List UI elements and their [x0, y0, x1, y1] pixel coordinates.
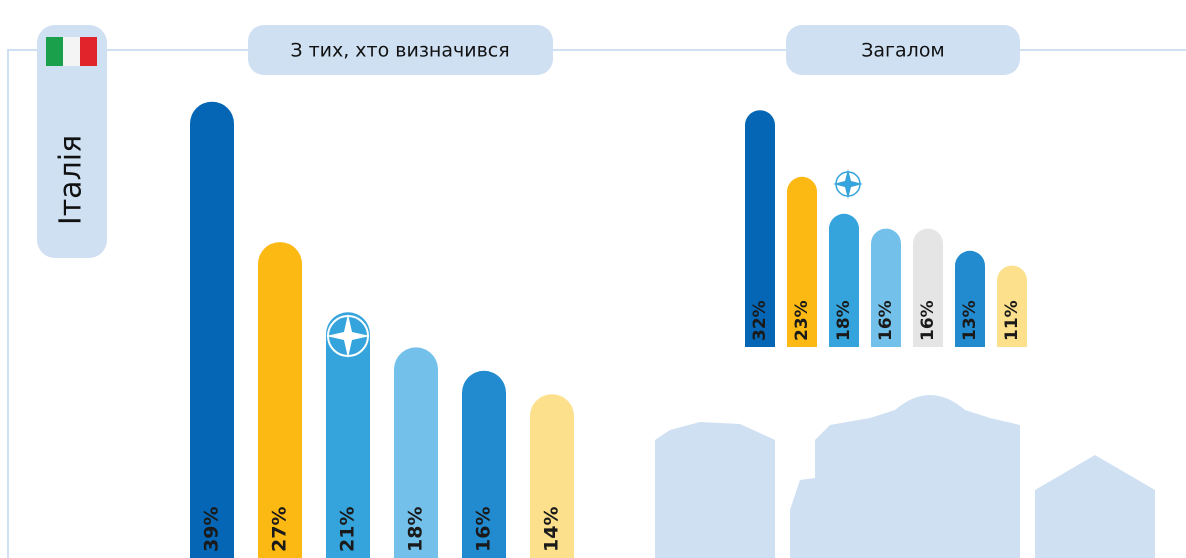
bar: [913, 228, 943, 347]
bar: [997, 265, 1027, 347]
chart-title: Загалом: [861, 40, 945, 62]
value-label: 39%: [201, 507, 223, 552]
header-pill: [786, 25, 1020, 75]
value-label: 14%: [541, 507, 563, 552]
value-label: 32%: [750, 300, 770, 341]
value-label: 21%: [337, 507, 359, 552]
bar: [829, 213, 859, 347]
bar: [190, 101, 234, 558]
value-label: 18%: [834, 300, 854, 341]
value-label: 23%: [792, 300, 812, 341]
value-label: 18%: [405, 507, 427, 552]
value-label: 11%: [1002, 300, 1022, 341]
nato-icon: [326, 314, 370, 358]
country-name: Італія: [54, 135, 89, 225]
chart-title: З тих, хто визначився: [290, 40, 509, 62]
bar: [787, 176, 817, 347]
header-pill: [248, 25, 553, 75]
value-label: 27%: [269, 507, 291, 552]
bar: [462, 370, 506, 558]
bar: [258, 242, 302, 558]
value-label: 16%: [473, 507, 495, 552]
bar: [530, 394, 574, 558]
nato-icon: [833, 169, 863, 199]
bar: [326, 312, 370, 558]
bar: [745, 110, 775, 347]
value-label: 16%: [876, 300, 896, 341]
bar: [871, 228, 901, 347]
bar: [394, 347, 438, 558]
flag: [46, 37, 97, 66]
value-label: 13%: [960, 300, 980, 341]
skyline: [655, 395, 1155, 558]
country-pill: [37, 25, 107, 258]
bar: [955, 250, 985, 347]
value-label: 16%: [918, 300, 938, 341]
